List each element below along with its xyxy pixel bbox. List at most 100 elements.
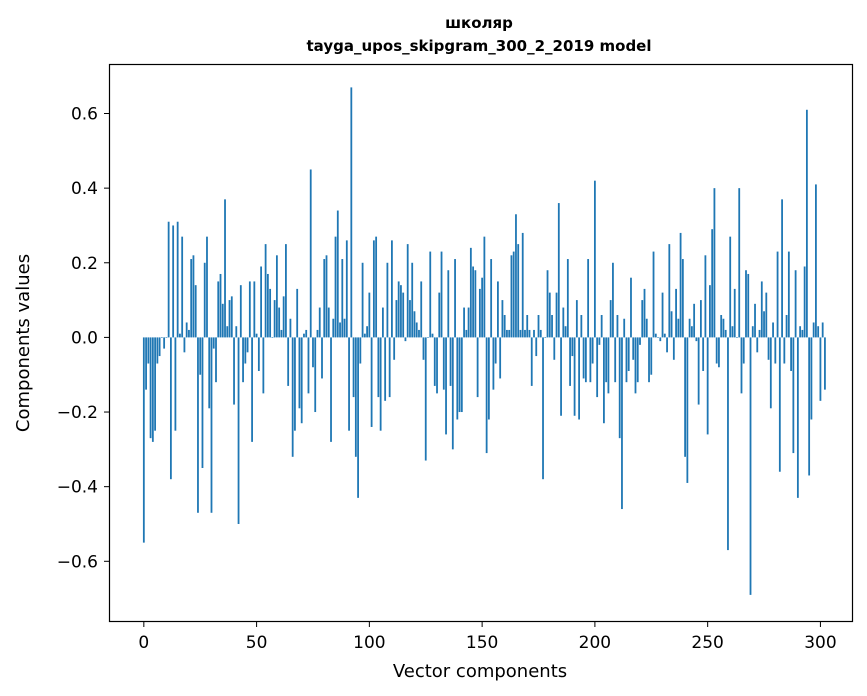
bar-component-129 — [433, 337, 436, 386]
bar-component-277 — [767, 337, 770, 360]
bar-component-148 — [476, 337, 479, 398]
bar-component-70 — [300, 337, 303, 424]
bar-component-162 — [508, 329, 511, 338]
bar-component-111 — [393, 337, 396, 360]
bar-component-5 — [154, 337, 156, 431]
bar-component-84 — [332, 318, 335, 338]
bar-component-11 — [167, 221, 170, 338]
bar-component-227 — [654, 333, 657, 338]
bar-component-59 — [275, 255, 278, 338]
bar-component-89 — [343, 318, 346, 338]
bar-component-257 — [722, 318, 725, 338]
bar-component-138 — [454, 259, 456, 338]
bar-component-244 — [693, 303, 696, 338]
bar-component-98 — [363, 333, 366, 338]
bar-component-64 — [287, 337, 290, 386]
bar-component-81 — [325, 255, 328, 338]
bar-component-300 — [819, 337, 822, 401]
bar-component-83 — [330, 337, 332, 442]
bar-component-197 — [587, 259, 590, 338]
bar-component-260 — [729, 236, 732, 338]
bar-component-164 — [512, 251, 515, 338]
bar-component-286 — [787, 251, 790, 338]
bar-component-49 — [253, 281, 256, 338]
bar-component-231 — [663, 333, 666, 338]
bar-component-50 — [255, 333, 258, 338]
bar-component-113 — [397, 281, 400, 338]
bar-component-146 — [472, 266, 474, 338]
bar-component-259 — [727, 337, 729, 551]
bar-component-185 — [560, 337, 562, 416]
bar-component-10 — [165, 337, 168, 338]
bar-component-53 — [262, 337, 265, 394]
bar-component-120 — [413, 311, 416, 338]
bar-component-169 — [524, 329, 526, 338]
bar-component-217 — [632, 337, 635, 360]
bar-component-106 — [381, 307, 384, 338]
bar-component-91 — [348, 337, 350, 431]
bar-component-167 — [519, 329, 522, 338]
bar-component-256 — [720, 315, 723, 338]
bar-component-78 — [318, 307, 321, 338]
bar-component-276 — [765, 292, 768, 338]
bar-component-34 — [219, 273, 222, 338]
bar-component-118 — [409, 300, 411, 338]
bar-component-71 — [303, 333, 305, 338]
bar-component-115 — [402, 292, 405, 338]
bar-component-63 — [285, 244, 287, 338]
bar-component-116 — [404, 337, 407, 342]
bar-component-171 — [528, 329, 531, 338]
bar-component-266 — [742, 337, 745, 364]
bar-component-211 — [618, 337, 621, 439]
bar-component-287 — [790, 337, 792, 371]
bar-component-65 — [289, 318, 292, 338]
bar-component-212 — [621, 337, 623, 510]
bar-component-275 — [763, 311, 765, 338]
bar-component-157 — [497, 281, 499, 338]
bar-component-295 — [808, 337, 811, 476]
bar-component-216 — [630, 277, 632, 338]
bar-component-226 — [652, 251, 655, 338]
chart-subtitle: tayga_upos_skipgram_300_2_2019 model — [307, 37, 652, 55]
bar-component-137 — [451, 337, 454, 450]
bar-component-43 — [239, 285, 242, 338]
bar-component-177 — [542, 337, 544, 480]
bar-component-92 — [350, 87, 353, 338]
bar-component-207 — [609, 300, 612, 338]
bar-component-262 — [733, 288, 736, 338]
bar-component-200 — [593, 180, 596, 338]
bar-component-291 — [799, 326, 802, 338]
bar-component-40 — [233, 337, 235, 405]
bar-component-232 — [666, 337, 668, 353]
chart-title: школяр — [445, 14, 513, 32]
bar-component-105 — [379, 337, 382, 431]
bar-component-135 — [447, 270, 450, 338]
bar-component-57 — [271, 337, 274, 338]
bar-component-247 — [699, 300, 702, 338]
bar-component-4 — [151, 337, 154, 442]
bar-component-16 — [179, 333, 181, 338]
bar-component-173 — [533, 329, 535, 338]
bar-component-243 — [690, 326, 693, 338]
bar-component-79 — [321, 337, 323, 379]
bar-component-67 — [294, 337, 296, 431]
bar-component-236 — [675, 288, 677, 338]
bar-component-20 — [188, 329, 190, 338]
bar-component-134 — [445, 337, 447, 435]
bar-component-13 — [172, 225, 175, 338]
bar-component-156 — [494, 337, 497, 364]
bar-component-178 — [544, 337, 547, 338]
bar-component-22 — [192, 255, 195, 338]
bar-component-133 — [442, 337, 445, 390]
bar-component-196 — [584, 337, 587, 383]
bar-component-269 — [749, 337, 752, 595]
bar-component-29 — [208, 337, 211, 409]
bar-component-175 — [537, 315, 540, 338]
bar-component-220 — [639, 337, 641, 345]
bar-component-131 — [438, 292, 441, 338]
bar-component-282 — [778, 337, 781, 472]
y-tick-label: 0.6 — [71, 105, 98, 125]
bar-component-206 — [607, 337, 610, 394]
bar-component-141 — [460, 337, 463, 413]
bar-component-273 — [758, 329, 761, 338]
